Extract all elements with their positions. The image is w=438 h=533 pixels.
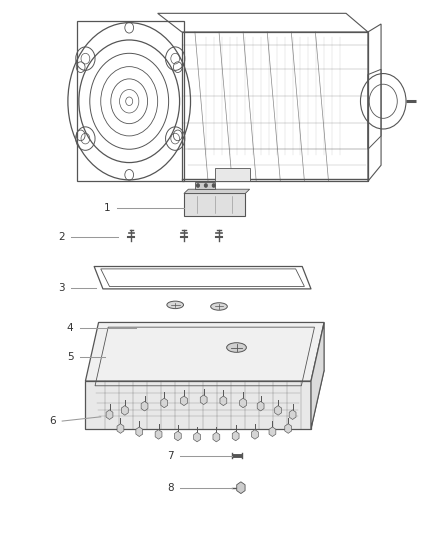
Polygon shape <box>220 396 227 406</box>
Circle shape <box>212 184 215 187</box>
Polygon shape <box>174 431 181 441</box>
Ellipse shape <box>167 301 184 309</box>
Polygon shape <box>180 396 187 406</box>
Ellipse shape <box>227 343 246 352</box>
Text: 1: 1 <box>104 203 111 213</box>
Polygon shape <box>311 322 324 429</box>
Polygon shape <box>232 431 239 441</box>
Polygon shape <box>240 398 247 408</box>
Polygon shape <box>213 432 220 442</box>
Polygon shape <box>121 406 128 415</box>
Polygon shape <box>184 189 250 193</box>
Text: 6: 6 <box>49 416 56 426</box>
Polygon shape <box>85 322 324 381</box>
Bar <box>195 182 215 189</box>
Polygon shape <box>85 370 324 429</box>
Polygon shape <box>275 406 282 415</box>
Polygon shape <box>194 432 201 442</box>
Bar <box>184 193 245 216</box>
Text: 7: 7 <box>167 451 174 461</box>
Polygon shape <box>155 430 162 439</box>
Text: 8: 8 <box>167 483 174 492</box>
Polygon shape <box>141 401 148 411</box>
Polygon shape <box>136 427 143 437</box>
Polygon shape <box>285 424 292 433</box>
Polygon shape <box>200 395 207 405</box>
Polygon shape <box>117 424 124 433</box>
Polygon shape <box>269 427 276 437</box>
Text: 4: 4 <box>67 323 74 333</box>
Polygon shape <box>237 482 245 494</box>
Text: 3: 3 <box>58 283 65 293</box>
Circle shape <box>197 184 199 187</box>
Polygon shape <box>106 410 113 419</box>
Polygon shape <box>289 410 296 419</box>
Text: 5: 5 <box>67 352 74 362</box>
Polygon shape <box>85 381 311 429</box>
Bar <box>215 168 250 181</box>
Text: 2: 2 <box>58 232 65 242</box>
Ellipse shape <box>211 303 227 310</box>
Polygon shape <box>251 430 258 439</box>
Polygon shape <box>161 398 168 408</box>
Polygon shape <box>257 401 264 411</box>
Circle shape <box>205 184 207 187</box>
